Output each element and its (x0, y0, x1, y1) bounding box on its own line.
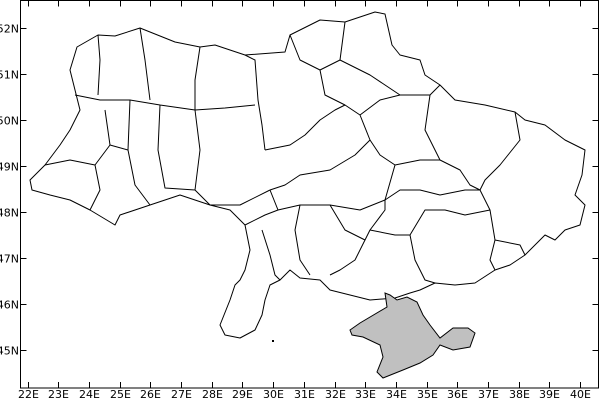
x-tick-label: 23E (48, 388, 69, 400)
x-tick-label: 40E (570, 388, 591, 400)
x-tick-label: 34E (386, 388, 407, 400)
axis-ticks (20, 0, 599, 388)
y-tick-label: 48N (0, 207, 19, 220)
oblast-border (89, 164, 101, 211)
oblast-border (157, 104, 196, 191)
oblast-border (264, 104, 371, 191)
oblast-border (369, 209, 491, 236)
oblast-border (261, 229, 281, 281)
plot-frame (20, 0, 599, 389)
country-outline (29, 11, 586, 339)
oblast-border (359, 94, 401, 116)
x-tick-label: 24E (79, 388, 100, 400)
oblast-border (384, 189, 480, 201)
oblast-border (294, 204, 311, 276)
y-tick-label: 49N (0, 161, 19, 174)
x-tick-label: 28E (202, 388, 223, 400)
oblast-border (74, 94, 256, 111)
oblast-border (127, 99, 151, 206)
oblast-border (194, 46, 201, 191)
island-dot (272, 340, 274, 342)
oblast-borders (44, 21, 526, 284)
x-tick-label: 35E (417, 388, 438, 400)
axis-labels: 22E 23E 24E 25E 26E 27E 28E 29E 30E 31E 32E 33E 34E 3… (0, 23, 591, 400)
oblast-border (194, 189, 271, 206)
y-tick-label: 46N (0, 299, 19, 312)
oblast-border (409, 234, 436, 284)
y-tick-label: 47N (0, 253, 19, 266)
oblast-border (244, 54, 266, 151)
x-tick-label: 30E (263, 388, 284, 400)
x-tick-label: 22E (18, 388, 39, 400)
oblast-border (489, 239, 496, 271)
x-tick-label: 33E (355, 388, 376, 400)
x-tick-label: 39E (539, 388, 560, 400)
crimea-region (349, 292, 476, 379)
oblast-border (139, 27, 151, 101)
y-tick-label: 52N (0, 23, 19, 36)
oblast-border (289, 21, 346, 71)
y-tick-label: 45N (0, 345, 19, 358)
oblast-border (339, 59, 441, 96)
oblast-border (329, 200, 386, 241)
x-tick-label: 25E (110, 388, 131, 400)
oblast-border (329, 239, 366, 276)
x-tick-label: 32E (325, 388, 346, 400)
x-tick-label: 27E (171, 388, 192, 400)
oblast-border (44, 144, 111, 166)
oblast-border (479, 111, 526, 256)
oblast-border (104, 109, 129, 151)
x-tick-label: 36E (447, 388, 468, 400)
oblast-border (369, 139, 440, 166)
oblast-border (319, 69, 346, 106)
x-tick-label: 38E (509, 388, 530, 400)
x-tick-label: 31E (294, 388, 315, 400)
oblast-border (244, 209, 279, 226)
y-tick-label: 51N (0, 69, 19, 82)
y-tick-label: 50N (0, 115, 19, 128)
x-tick-label: 37E (478, 388, 499, 400)
oblast-border (97, 34, 101, 96)
oblast-border (269, 164, 396, 211)
outer-border (29, 11, 586, 339)
oblast-border (424, 94, 481, 191)
x-tick-label: 29E (232, 388, 253, 400)
x-tick-label: 26E (140, 388, 161, 400)
